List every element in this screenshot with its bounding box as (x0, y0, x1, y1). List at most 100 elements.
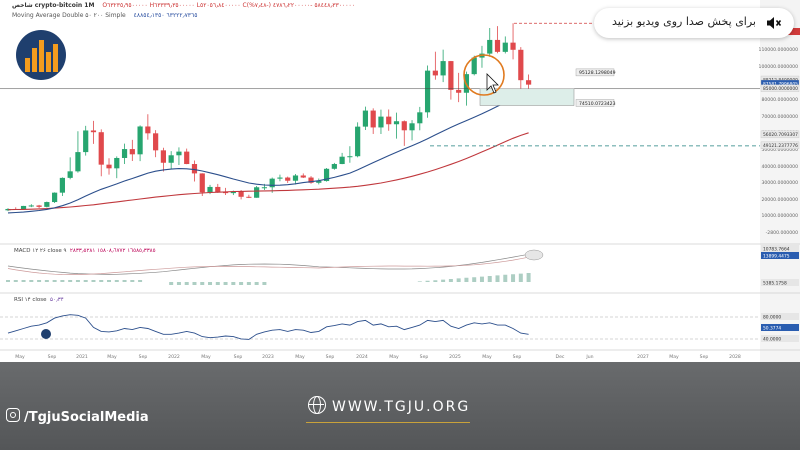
candle-body (230, 191, 236, 194)
candle-body (456, 89, 462, 93)
candle-body (362, 110, 369, 127)
candle-body (487, 39, 493, 54)
candle-body (409, 123, 415, 131)
x-tick-label: 2021 (76, 354, 88, 360)
candle-body (510, 42, 516, 50)
rsi-badge (761, 335, 799, 342)
ma-values: ٦٣٢٢٢٫٧٣٦٥ ٤٨٨٥٤٫١٣٥٠ (133, 12, 198, 19)
candle-body (323, 168, 330, 182)
macd-badge-label: 10783.7664 (763, 246, 790, 252)
y-tick-label: 70000.0000000 (761, 114, 798, 120)
ticker-label: شاخص crypto-bitcoin 1M (12, 2, 95, 9)
x-tick-label: May (201, 354, 211, 360)
y-tick-label: 10000.0000000 (761, 213, 798, 219)
candle-body (285, 177, 291, 181)
x-tick-label: Sep (420, 354, 429, 360)
macd-badge-label: 13899.4475 (763, 253, 790, 259)
candle-body (137, 126, 143, 155)
candle-body (347, 156, 353, 158)
x-tick-label: 2025 (449, 354, 461, 360)
x-tick-label: May (295, 354, 305, 360)
candle-body (153, 133, 159, 151)
candle-body (370, 110, 376, 128)
mouse-cursor-icon (486, 73, 499, 94)
candle-body (191, 164, 198, 174)
y-tick-label: -2800.000000 (766, 230, 798, 236)
rsi-badge-label: 50.3774 (763, 325, 781, 331)
candle-body (114, 157, 120, 169)
candle-body (525, 80, 532, 85)
instagram-icon (6, 408, 20, 422)
social-handle: /TgjuSocialMedia (6, 408, 149, 425)
price-badge (760, 141, 800, 150)
candle-body (67, 171, 73, 178)
y-tick-label: 80000.0000000 (761, 97, 798, 103)
candle-body (207, 186, 213, 193)
candle-body (494, 39, 501, 52)
x-tick-label: Sep (48, 354, 57, 360)
candle-body (502, 42, 508, 52)
x-tick-label: Jun (585, 354, 593, 360)
x-tick-label: Sep (326, 354, 335, 360)
candle-body (184, 151, 190, 165)
x-tick-label: 2024 (356, 354, 368, 360)
candle-body (52, 192, 58, 203)
x-tick-label: Sep (513, 354, 522, 360)
candle-body (215, 186, 221, 193)
candle-body (254, 187, 260, 198)
candle-body (98, 132, 104, 165)
x-tick-label: May (389, 354, 399, 360)
video-footer (0, 362, 800, 450)
ohlc-values: O٦٣٢٣٥٫٩٥٠٠٠٠٠ H٦٣٣٣٩٫٣٥٠٠٠٠٠ L٥٢٠٥٦٫٨٤٠… (102, 2, 355, 9)
current-price-badge (786, 28, 800, 35)
url-underline (306, 422, 470, 423)
candle-body (448, 61, 454, 90)
price-scale (760, 0, 800, 362)
ma-fast-line (7, 92, 529, 214)
macd-badge-label: 5385.1758 (763, 280, 787, 286)
candle-body (292, 175, 299, 181)
rsi-line (7, 314, 529, 340)
rsi-label: RSI ۱۴ close ۵۰٫۳۴ (14, 297, 64, 303)
candle-body (393, 121, 400, 125)
x-tick-label: Sep (234, 354, 243, 360)
watermark-logo (41, 329, 51, 339)
candle-body (518, 49, 524, 81)
candle-body (308, 177, 314, 183)
candle-body (199, 173, 205, 193)
target-zone-box (479, 88, 575, 106)
x-tick-label: May (669, 354, 679, 360)
ma-slow-line (7, 132, 529, 211)
highlight-circle (463, 54, 505, 96)
candle-body (269, 178, 275, 188)
candle-body (424, 70, 431, 113)
chart-header-line: شاخص crypto-bitcoin 1M O٦٣٢٣٥٫٩٥٠٠٠٠٠ H٦… (12, 2, 355, 9)
candle-body (20, 205, 27, 210)
candle-body (121, 149, 128, 158)
y-tick-label: 40000.0000000 (761, 164, 798, 170)
tgju-logo (16, 30, 66, 80)
ma-indicator-line: Moving Average Double ۵۰ ۲۰۰ Simple ٦٣٢٢… (12, 12, 197, 19)
candle-body (386, 116, 392, 125)
price-badge-label: 49121.2377776 (763, 143, 798, 149)
rsi-badge-label: 40.0000 (763, 336, 781, 342)
candle-body (83, 130, 89, 153)
annotation-high-label: 95128.1298049 (579, 70, 616, 76)
candle-body (129, 149, 135, 155)
rsi-badge (761, 313, 799, 320)
candle-body (168, 155, 174, 163)
candle-body (75, 152, 81, 172)
x-tick-label: 2028 (729, 354, 741, 360)
candle-body (106, 164, 112, 169)
candle-body (355, 126, 361, 157)
macd-line (7, 253, 529, 275)
sound-prompt-text: برای پخش صدا روی ویدیو بزنید (611, 15, 756, 28)
sound-prompt[interactable]: برای پخش صدا روی ویدیو بزنید (594, 8, 794, 38)
macd-badge (761, 252, 799, 259)
price-chart[interactable]: 110000.0000000100000.000000090000.000000… (0, 0, 800, 362)
candle-body (28, 205, 34, 207)
speaker-muted-icon[interactable] (766, 15, 782, 31)
macd-badge (761, 245, 799, 252)
macd-badge (761, 279, 799, 286)
